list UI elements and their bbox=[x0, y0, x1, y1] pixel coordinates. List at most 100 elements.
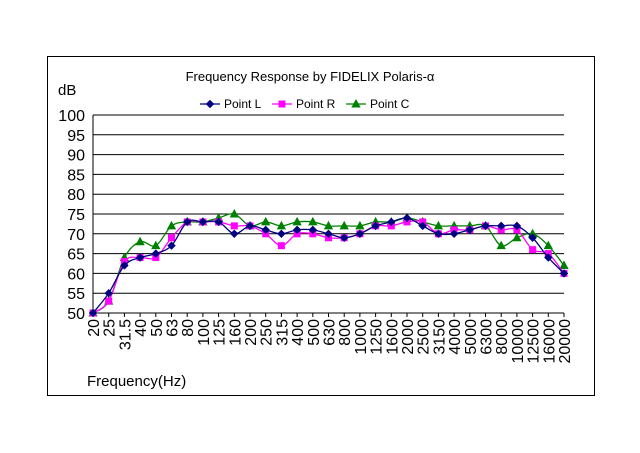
legend-label: Point C bbox=[370, 97, 410, 111]
data-point bbox=[512, 232, 522, 242]
x-tick-label: 400 bbox=[290, 319, 307, 346]
axes bbox=[92, 115, 565, 317]
data-point bbox=[135, 253, 145, 262]
x-tick-label: 315 bbox=[274, 319, 291, 346]
data-point bbox=[434, 229, 443, 239]
data-point bbox=[402, 213, 412, 223]
data-point bbox=[198, 217, 208, 227]
x-tick-label: 40 bbox=[133, 319, 150, 337]
x-tick-label: 16000 bbox=[541, 319, 558, 364]
data-point bbox=[88, 308, 98, 318]
x-tick-label: 12500 bbox=[526, 319, 543, 364]
y-tick-label: 65 bbox=[67, 247, 85, 264]
data-point bbox=[229, 208, 239, 218]
data-point bbox=[151, 240, 161, 250]
data-point bbox=[371, 221, 380, 231]
x-tick-label: 63 bbox=[165, 319, 182, 337]
x-tick-label: 80 bbox=[180, 319, 197, 337]
data-point bbox=[544, 253, 553, 262]
x-tick-label: 1250 bbox=[369, 319, 386, 355]
data-point bbox=[105, 297, 113, 305]
data-point bbox=[323, 220, 334, 230]
data-point bbox=[465, 225, 475, 235]
x-tick-label: 3150 bbox=[431, 319, 448, 355]
x-tick-label: 5000 bbox=[463, 319, 480, 355]
y-tick-label: 100 bbox=[58, 108, 85, 125]
data-point bbox=[449, 229, 459, 239]
data-point bbox=[559, 269, 569, 278]
x-tick-label: 25 bbox=[102, 319, 119, 337]
data-point bbox=[292, 216, 302, 226]
x-tick-label: 160 bbox=[227, 319, 244, 346]
legend-label: Point L bbox=[224, 97, 262, 111]
legend-marker bbox=[205, 99, 215, 109]
x-axis-label: Frequency(Hz) bbox=[87, 373, 186, 390]
x-tick-label: 100 bbox=[196, 319, 213, 346]
data-point bbox=[355, 220, 365, 230]
y-tick-label: 80 bbox=[67, 187, 85, 204]
data-point bbox=[496, 240, 506, 250]
data-point bbox=[418, 221, 427, 231]
data-point bbox=[151, 249, 161, 258]
x-tick-label: 630 bbox=[322, 319, 339, 346]
data-point bbox=[104, 288, 113, 298]
data-point bbox=[277, 242, 285, 250]
x-tick-label: 1000 bbox=[353, 319, 370, 355]
y-tick-label: 55 bbox=[67, 286, 85, 303]
legend-marker bbox=[351, 98, 361, 108]
x-tick-label: 250 bbox=[259, 319, 276, 346]
y-tick-label: 60 bbox=[67, 266, 85, 283]
x-tick-label: 1600 bbox=[384, 319, 401, 355]
data-point bbox=[277, 229, 286, 239]
data-point bbox=[529, 246, 537, 254]
data-point bbox=[339, 233, 349, 242]
x-tick-label: 6300 bbox=[479, 319, 496, 355]
data-point bbox=[292, 225, 302, 235]
legend-label: Point R bbox=[296, 97, 336, 111]
legend-item: Point R bbox=[272, 97, 336, 111]
legend: Point L Point R Point C bbox=[200, 97, 410, 111]
data-point bbox=[339, 220, 349, 230]
x-tick-label: 8000 bbox=[494, 319, 511, 355]
x-tick-labels: 202531.540506380100125160200250315400500… bbox=[86, 319, 574, 364]
data-point bbox=[120, 261, 129, 270]
data-point bbox=[324, 229, 333, 239]
x-tick-label: 2000 bbox=[400, 319, 417, 355]
data-point bbox=[481, 221, 490, 231]
y-axis-label: dB bbox=[58, 82, 76, 99]
legend-marker bbox=[278, 100, 286, 108]
x-tick-label: 20000 bbox=[557, 319, 574, 364]
data-point bbox=[528, 233, 537, 242]
data-point bbox=[559, 260, 569, 269]
data-point bbox=[166, 220, 177, 230]
series-point-l bbox=[88, 213, 569, 318]
data-point bbox=[230, 222, 238, 230]
y-tick-label: 95 bbox=[67, 128, 85, 145]
gridlines bbox=[93, 114, 564, 294]
data-point bbox=[543, 240, 553, 250]
x-tick-label: 20 bbox=[86, 319, 103, 337]
y-tick-label: 85 bbox=[67, 167, 85, 184]
data-point bbox=[261, 216, 271, 226]
x-tick-label: 50 bbox=[149, 319, 166, 337]
data-point bbox=[230, 229, 239, 239]
y-tick-label: 90 bbox=[67, 148, 85, 165]
series bbox=[88, 208, 569, 318]
data-point bbox=[387, 217, 396, 227]
x-tick-label: 500 bbox=[306, 319, 323, 346]
legend-item: Point C bbox=[346, 97, 410, 111]
data-point bbox=[214, 217, 223, 227]
chart-title: Frequency Response by FIDELIX Polaris-α bbox=[186, 69, 435, 84]
data-point bbox=[245, 221, 255, 231]
data-point bbox=[512, 221, 522, 231]
legend-item: Point L bbox=[200, 97, 262, 111]
data-point bbox=[167, 241, 176, 250]
data-point bbox=[355, 229, 365, 239]
data-point bbox=[182, 217, 192, 227]
x-tick-label: 200 bbox=[243, 319, 260, 346]
data-point bbox=[496, 221, 506, 231]
x-tick-label: 125 bbox=[212, 319, 229, 346]
data-point bbox=[308, 225, 318, 235]
data-point bbox=[261, 225, 270, 235]
